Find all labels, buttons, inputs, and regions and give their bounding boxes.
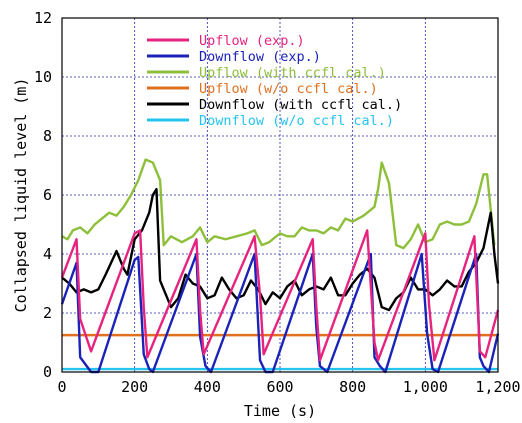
axis-ticks: 0 200 400 600 800 1,000 1,200 0 2 4 6 8 10 12: [34, 9, 521, 396]
series-lines: [60, 158, 500, 374]
plot-frame: [61, 17, 499, 373]
y-tick-label: 8: [43, 127, 52, 145]
series-line-upflow-with-ccfl-cal: [61, 158, 496, 250]
y-tick-label: 2: [43, 304, 52, 322]
x-tick-label: 0: [57, 378, 66, 396]
y-tick-label: 4: [43, 245, 52, 263]
legend-label-downflow-with-ccfl-cal: Downflow (with ccfl cal.): [199, 97, 402, 113]
x-tick-label: 200: [121, 378, 148, 396]
y-axis-label: Collapsed liquid level (m): [12, 78, 30, 313]
series-line-upflow-exp: [60, 229, 500, 362]
x-axis-label: Time (s): [244, 402, 316, 420]
legend-label-downflow-exp: Downflow (exp.): [199, 49, 321, 65]
y-tick-label: 6: [43, 186, 52, 204]
legend-label-upflow-exp: Upflow (exp.): [199, 33, 305, 49]
legend-label-upflow-w-o-ccfl-cal: Upflow (w/o ccfl cal.): [199, 81, 378, 97]
x-tick-label: 400: [194, 378, 221, 396]
y-tick-label: 12: [34, 9, 52, 27]
x-tick-label: 600: [266, 378, 293, 396]
x-tick-label: 1,200: [475, 378, 520, 396]
y-tick-label: 0: [43, 363, 52, 381]
y-tick-label: 10: [34, 68, 52, 86]
legend: Upflow (exp.)Downflow (exp.)Upflow (with…: [147, 33, 402, 129]
x-tick-label: 800: [339, 378, 366, 396]
legend-label-downflow-w-o-ccfl-cal: Downflow (w/o ccfl cal.): [199, 113, 394, 129]
x-tick-label: 1,000: [403, 378, 448, 396]
legend-label-upflow-with-ccfl-cal: Upflow (with ccfl cal.): [199, 65, 386, 81]
